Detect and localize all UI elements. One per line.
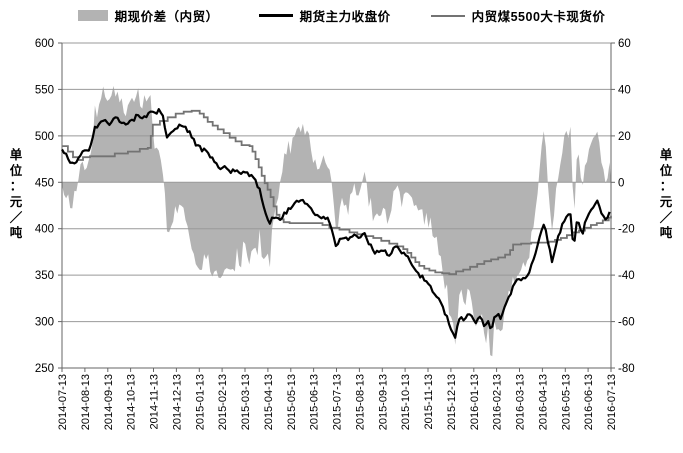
- svg-text:2016-02-13: 2016-02-13: [492, 374, 504, 430]
- svg-text:400: 400: [35, 224, 54, 236]
- axis-title-char: ：: [659, 179, 673, 194]
- svg-text:300: 300: [35, 317, 54, 329]
- svg-text:-60: -60: [618, 317, 635, 329]
- svg-text:2014-12-13: 2014-12-13: [171, 374, 183, 430]
- axis-title-char: 元: [9, 194, 23, 209]
- axis-title-char: ／: [659, 210, 673, 225]
- svg-text:2015-06-13: 2015-06-13: [309, 374, 321, 430]
- series-line-futures: [61, 108, 611, 339]
- axis-title-char: 位: [9, 163, 23, 178]
- left-axis-title: 单位：元／吨: [8, 148, 24, 242]
- svg-text:2016-03-13: 2016-03-13: [515, 374, 527, 430]
- axis-title-char: 单: [659, 148, 673, 162]
- svg-text:250: 250: [35, 363, 54, 375]
- series-area-basis: [62, 85, 611, 357]
- svg-text:-20: -20: [618, 224, 635, 236]
- gray-line-swatch-icon: [430, 14, 465, 17]
- svg-text:500: 500: [35, 131, 54, 143]
- area-swatch-icon: [77, 10, 108, 21]
- axis-title-char: 单: [9, 148, 23, 162]
- series-line-spot: [62, 109, 612, 276]
- svg-text:2014-08-13: 2014-08-13: [80, 374, 92, 430]
- chart-legend: 期现价差（内贸） 期货主力收盘价 内贸煤5500大卡现货价: [0, 6, 683, 25]
- axis-title-char: 位: [659, 163, 673, 178]
- axes: [58, 42, 615, 372]
- legend-label-futures: 期货主力收盘价: [299, 10, 391, 24]
- svg-text:2015-03-13: 2015-03-13: [240, 374, 252, 430]
- axis-title-char: 元: [659, 194, 673, 209]
- left-axis-tick-labels: 600 550 500 450 400 350 300 250: [35, 38, 54, 375]
- svg-text:450: 450: [35, 177, 54, 189]
- right-axis-tick-labels: 60 40 20 0 -20 -40 -60 -80: [618, 38, 635, 375]
- svg-text:2015-11-13: 2015-11-13: [423, 374, 435, 429]
- svg-text:60: 60: [618, 38, 631, 50]
- legend-item-futures: 期货主力收盘价: [258, 6, 391, 25]
- right-axis-title: 单位：元／吨: [658, 148, 674, 242]
- svg-text:600: 600: [35, 38, 54, 50]
- svg-text:20: 20: [618, 131, 631, 143]
- svg-text:350: 350: [35, 270, 54, 282]
- svg-text:2015-12-13: 2015-12-13: [446, 374, 458, 430]
- svg-text:2014-11-13: 2014-11-13: [149, 374, 161, 429]
- x-axis-tick-labels: 2014-07-13 2014-08-13 2014-09-13 2014-10-13…: [57, 374, 618, 430]
- legend-item-basis: 期现价差（内贸）: [77, 6, 219, 25]
- svg-text:2014-09-13: 2014-09-13: [103, 374, 115, 430]
- svg-text:-80: -80: [618, 363, 635, 375]
- axis-title-char: 吨: [9, 226, 23, 241]
- svg-text:2015-10-13: 2015-10-13: [400, 374, 412, 430]
- svg-text:2016-04-13: 2016-04-13: [537, 374, 549, 430]
- svg-text:2016-01-13: 2016-01-13: [469, 374, 481, 430]
- svg-text:40: 40: [618, 84, 631, 96]
- svg-text:2014-07-13: 2014-07-13: [57, 374, 69, 430]
- svg-text:2015-04-13: 2015-04-13: [263, 374, 275, 430]
- svg-text:0: 0: [618, 177, 624, 189]
- axis-title-char: 吨: [659, 226, 673, 241]
- svg-text:2014-10-13: 2014-10-13: [126, 374, 138, 430]
- svg-text:2016-07-13: 2016-07-13: [606, 374, 618, 430]
- svg-text:2015-08-13: 2015-08-13: [354, 374, 366, 430]
- legend-label-spot: 内贸煤5500大卡现货价: [471, 10, 606, 24]
- legend-label-basis: 期现价差（内贸）: [114, 10, 219, 24]
- axis-title-char: ：: [9, 179, 23, 194]
- svg-text:2016-06-13: 2016-06-13: [583, 374, 595, 430]
- svg-text:2016-05-13: 2016-05-13: [560, 374, 572, 430]
- svg-text:550: 550: [35, 84, 54, 96]
- svg-text:2015-01-13: 2015-01-13: [194, 374, 206, 430]
- axis-title-char: ／: [9, 210, 23, 225]
- black-line-swatch-icon: [258, 14, 293, 17]
- svg-text:-40: -40: [618, 270, 635, 282]
- svg-text:2015-07-13: 2015-07-13: [332, 374, 344, 430]
- svg-text:2015-05-13: 2015-05-13: [286, 374, 298, 430]
- svg-text:2015-09-13: 2015-09-13: [377, 374, 389, 430]
- legend-item-spot: 内贸煤5500大卡现货价: [430, 6, 606, 25]
- svg-text:2015-02-13: 2015-02-13: [217, 374, 229, 430]
